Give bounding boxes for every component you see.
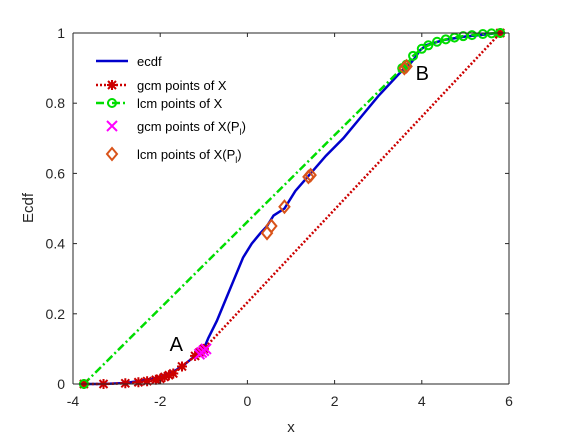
x-tick-label: 4 [418,393,426,409]
y-tick-label: 0.6 [46,165,66,181]
legend-item-gcm-xp: gcm points of X(Pl) [106,119,246,137]
legend: ecdf gcm points of X lcm points of X gcm… [96,54,246,165]
y-tick-label: 1 [57,25,65,41]
legend-item-lcm-xp: lcm points of X(Pl) [105,146,242,165]
x-tick-label: 2 [331,393,339,409]
y-axis-label: Ecdf [20,192,37,223]
x-tick-label: -2 [154,393,167,409]
y-tick-label: 0 [57,376,65,392]
tick-layer: -4 -2 0 2 4 6 0 0.2 0.4 0.6 0.8 1 [46,25,514,409]
lcm-x-point [408,50,419,61]
legend-label-lcm-xp: lcm points of X(Pl) [137,147,242,165]
gcm-x-point [133,377,144,388]
x-axis-label: x [287,419,295,436]
lcm-x-point [466,30,477,41]
legend-label-gcm-xp-suffix: ) [242,119,246,134]
gcm-x-point [142,376,153,387]
legend-label-ecdf: ecdf [137,54,162,69]
legend-marker-gcm-xp [106,120,118,132]
x-tick-label: 6 [505,393,513,409]
legend-label-lcm-xp-suffix: ) [237,147,241,162]
annotation-a: A [170,334,184,356]
x-tick-label: -4 [67,393,80,409]
lcm-xp-point [400,58,413,74]
legend-label-gcm-xp: gcm points of X(Pl) [137,119,246,137]
lcm-xp-point [278,199,291,215]
legend-item-lcm-x: lcm points of X [96,96,223,111]
marker-layer [78,28,506,389]
gcm-x-point [120,378,131,389]
lcm-x-point [432,36,443,47]
legend-item-ecdf: ecdf [96,54,162,69]
gcm-x-point [168,368,179,379]
annotation-b: B [416,63,429,85]
legend-label-gcm-x: gcm points of X [137,78,227,93]
y-tick-label: 0.8 [46,95,66,111]
plot-area [73,33,509,384]
x-tick-label: 0 [244,393,252,409]
y-tick-label: 0.4 [46,236,66,252]
lcm-x-point [423,40,434,51]
legend-label-lcm-xp-prefix: lcm points of X(P [137,147,235,162]
lcm-x-point [440,34,451,45]
legend-marker-lcm-xp [105,146,119,162]
legend-item-gcm-x: gcm points of X [96,78,227,93]
legend-label-gcm-xp-prefix: gcm points of X(P [137,119,240,134]
y-tick-label: 0.2 [46,306,66,322]
lcm-xp-point [304,167,317,183]
legend-label-lcm-xp-sub: l [235,155,237,165]
legend-marker-lcm-x [107,98,117,108]
legend-label-gcm-xp-sub: l [240,127,242,137]
lcm-xp-point [265,218,278,234]
legend-marker-gcm-x [107,80,117,90]
gcm-x-point [177,361,187,372]
legend-label-lcm-x: lcm points of X [137,96,223,111]
gcm-xp-point [200,343,212,355]
